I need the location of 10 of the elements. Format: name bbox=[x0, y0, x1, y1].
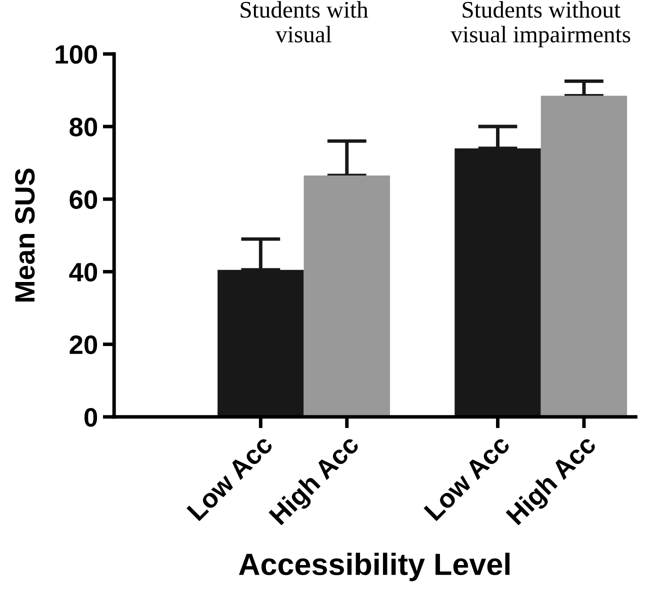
y-tick-label: 20 bbox=[70, 335, 98, 354]
text: Students with visual bbox=[240, 1, 368, 42]
y-tick-label: 80 bbox=[70, 118, 98, 136]
y-tick-label: 60 bbox=[70, 190, 98, 209]
y-tick-label: 100 bbox=[56, 45, 98, 64]
x-axis-title: Accessibility Level bbox=[238, 552, 510, 582]
y-tick-label: 40 bbox=[69, 262, 98, 282]
y-axis-title: Mean SUS bbox=[15, 168, 35, 302]
y-tick-label: 0 bbox=[84, 408, 98, 427]
text: Students without visual impairments bbox=[450, 1, 630, 48]
